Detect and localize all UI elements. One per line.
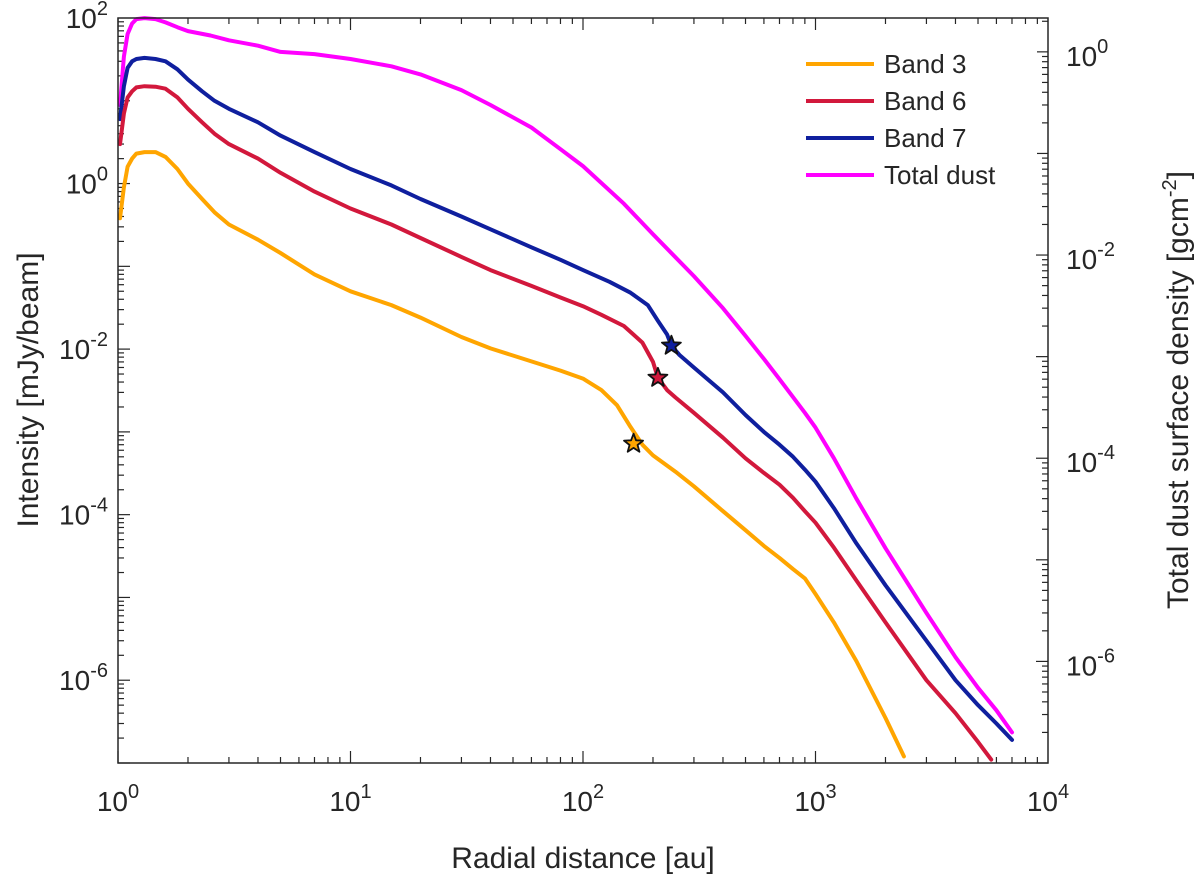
y-tick-label-base: 10	[66, 169, 97, 200]
y-tick-label: 100	[66, 164, 108, 200]
x-tick-label-exponent: 1	[361, 781, 372, 803]
series-line-band-7	[118, 55, 1014, 742]
y-tick-label-exponent: -2	[90, 329, 108, 351]
y-tick-label-base: 10	[59, 500, 90, 531]
x-tick-label: 101	[329, 781, 371, 817]
x-axis-label: Radial distance [au]	[451, 842, 715, 875]
x-tick-label-base: 10	[1027, 786, 1058, 817]
series-line-total-dust	[118, 16, 1014, 735]
y-tick-label-exponent: 0	[97, 164, 108, 186]
x-tick-label-base: 10	[562, 786, 593, 817]
x-tick-labels: 100 101 102 103 104	[97, 781, 1069, 817]
x-tick-label: 100	[97, 781, 139, 817]
y-tick-label-exponent: 2	[97, 0, 108, 20]
y2-tick-label: 100	[1066, 36, 1108, 72]
y-tick-label: 102	[66, 0, 108, 34]
marker-layer	[623, 334, 682, 453]
star-marker-band-6	[647, 366, 669, 387]
plot-frame	[117, 17, 1049, 764]
y2-tick-label: 10-4	[1066, 442, 1115, 478]
series-line-band-3	[118, 150, 906, 759]
x-tick-label-exponent: 2	[593, 781, 604, 803]
star-marker-band-7	[660, 334, 682, 355]
y2-tick-label-exponent: -2	[1097, 239, 1115, 261]
y2-tick-label: 10-6	[1066, 645, 1115, 681]
y-tick-label: 10-6	[59, 660, 108, 696]
legend-label-total-dust: Total dust	[884, 160, 996, 190]
y2-tick-label-base: 10	[1066, 447, 1097, 478]
star-marker-band-3	[623, 432, 644, 453]
legend-label-band-7: Band 7	[884, 123, 966, 153]
y2-tick-label: 10-2	[1066, 239, 1115, 275]
y2-tick-label-exponent: 0	[1097, 36, 1108, 58]
x-tick-label: 104	[1027, 781, 1069, 817]
y2-tick-label-base: 10	[1066, 244, 1097, 275]
legend-box	[795, 40, 1037, 210]
y2-axis-label-base: Total dust surface density [gcm	[1162, 197, 1195, 609]
y2-axis-label-close: ]	[1162, 171, 1195, 179]
y2-tick-label-base: 10	[1066, 41, 1097, 72]
legend-label-band-3: Band 3	[884, 49, 966, 79]
series-line-band-6	[118, 84, 994, 762]
y-axis-label: Intensity [mJy/beam]	[12, 252, 45, 527]
x-tick-label: 103	[794, 781, 836, 817]
x-tick-label-base: 10	[329, 786, 360, 817]
series-layer	[118, 16, 1014, 762]
y-tick-label-exponent: -4	[90, 495, 108, 517]
x-tick-label-base: 10	[794, 786, 825, 817]
y-tick-label-exponent: -6	[90, 660, 108, 682]
y-tick-label-base: 10	[66, 3, 97, 34]
legend-label-band-6: Band 6	[884, 86, 966, 116]
y2-tick-label-exponent: -4	[1097, 442, 1115, 464]
y-tick-label: 10-2	[59, 329, 108, 365]
y-tick-label: 10-4	[59, 495, 108, 531]
x-tick-label-exponent: 3	[826, 781, 837, 803]
y2-tick-label-base: 10	[1066, 650, 1097, 681]
y2-tick-label-exponent: -6	[1097, 645, 1115, 667]
y-tick-label-base: 10	[59, 665, 90, 696]
legend: Band 3 Band 6 Band 7 Total dust	[795, 40, 1037, 210]
x-tick-label: 102	[562, 781, 604, 817]
y2-axis-label: Total dust surface density [gcm-2]	[1159, 171, 1195, 609]
x-tick-label-exponent: 0	[128, 781, 139, 803]
x-tick-label-exponent: 4	[1058, 781, 1069, 803]
y2-axis-label-exponent: -2	[1159, 179, 1181, 197]
y-tick-label-base: 10	[59, 334, 90, 365]
x-tick-label-base: 10	[97, 786, 128, 817]
